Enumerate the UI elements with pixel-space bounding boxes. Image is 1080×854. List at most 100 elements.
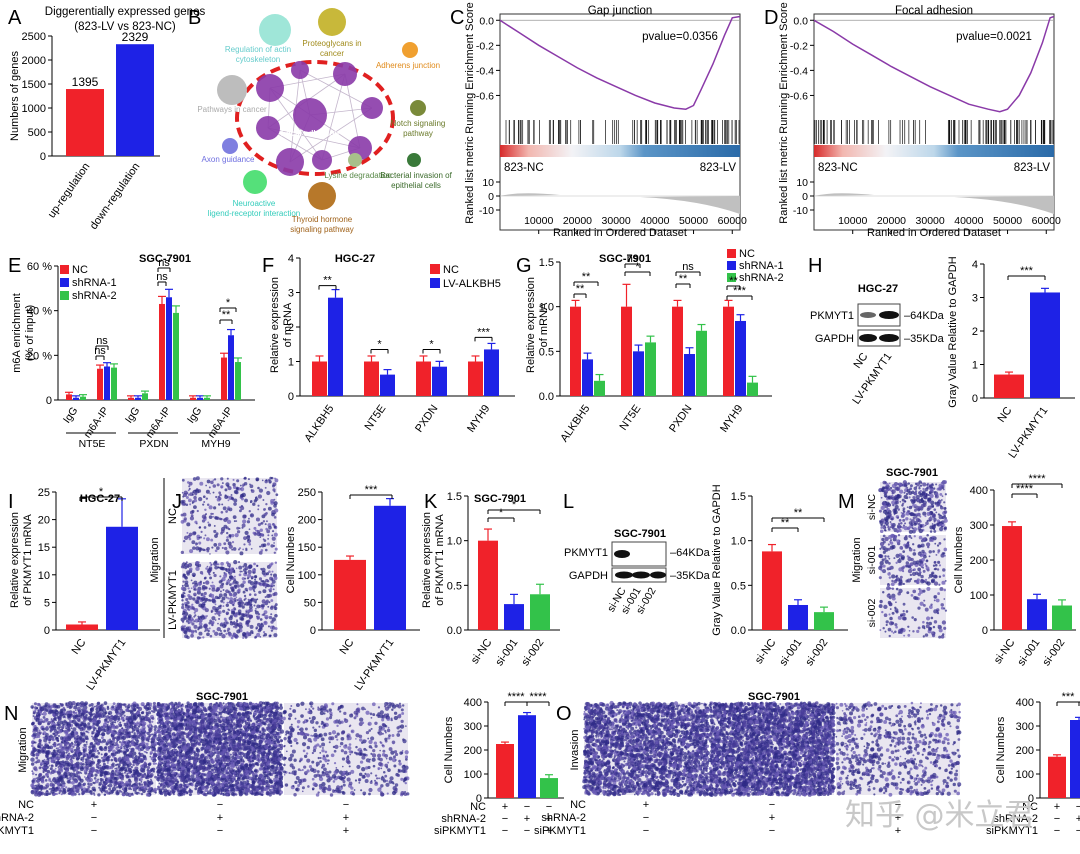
cell-dot (149, 751, 153, 755)
cell-dot (906, 506, 909, 508)
cell-dot (198, 497, 203, 502)
cell-dot (67, 787, 71, 792)
cell-dot (268, 593, 272, 598)
cell-dot (897, 533, 901, 537)
cell-dot (233, 571, 236, 574)
cell-dot (260, 549, 264, 552)
cell-dot (905, 517, 909, 521)
cell-dot (220, 562, 224, 566)
cell-dot (212, 479, 215, 481)
cell-dot (889, 545, 895, 550)
cell-dot (221, 582, 225, 586)
cell-dot (254, 635, 258, 639)
cell-dot (931, 631, 936, 636)
y-tick-label: 0 (40, 151, 46, 163)
x-tick-label: si-NC (753, 637, 779, 666)
cell-dot (901, 629, 904, 632)
cell-dot (879, 547, 882, 550)
bar-NC (312, 361, 327, 396)
cell-dot (192, 477, 197, 481)
bar-up-regulation (66, 89, 104, 156)
y-tick-label: 0 (982, 625, 988, 637)
y-tick-label: 300 (970, 520, 988, 532)
bar-NC (97, 368, 103, 400)
cell-dot (45, 751, 50, 756)
cell-dot (228, 616, 233, 621)
cell-dot (915, 580, 920, 585)
cell-dot (95, 713, 99, 717)
cell-dot (48, 778, 52, 782)
cell-dot (937, 513, 941, 516)
cell-dot (86, 787, 90, 792)
cell-dot (37, 792, 42, 797)
cell-dot (77, 766, 80, 770)
cell-dot (880, 526, 883, 529)
chart-title: Diggerentially expressed genes (45, 6, 206, 18)
cell-dot (214, 565, 219, 570)
cell-dot (258, 625, 261, 628)
cell-dot (904, 500, 907, 503)
cell-dot (193, 615, 196, 618)
cell-dot (134, 791, 138, 795)
cell-dot (111, 762, 115, 766)
cell-dot (108, 750, 111, 753)
cell-dot (91, 724, 95, 729)
cell-dot (96, 742, 100, 746)
y-axis-label: Gray Value Relative to GAPDH (947, 256, 959, 407)
cell-dot (132, 759, 137, 764)
cell-dot (132, 704, 137, 708)
cell-dot (238, 547, 242, 550)
cell-dot (88, 711, 92, 715)
sig-label: ns (158, 257, 170, 269)
legend-label: NC (72, 264, 88, 276)
cell-dot (203, 591, 207, 596)
cell-dot (235, 612, 238, 614)
cell-dot (218, 580, 223, 584)
x-tick-label: 60000 (718, 215, 747, 227)
cell-dot (268, 563, 273, 567)
cell-dot (228, 592, 232, 596)
cell-dot (50, 769, 56, 774)
cell-dot (226, 562, 231, 567)
cell-dot (195, 566, 200, 571)
cell-dot (223, 542, 227, 546)
cell-dot (944, 609, 948, 612)
cell-dot (223, 518, 225, 521)
cell-dot (936, 493, 939, 496)
bar-LV-ALKBH5 (432, 366, 447, 396)
cell-dot (234, 533, 239, 538)
cell-dot (71, 700, 76, 706)
cell-dot (223, 571, 226, 575)
cell-dot (152, 770, 156, 773)
cell-dot (49, 730, 52, 733)
cell-dot (237, 548, 240, 551)
cell-dot (938, 635, 942, 639)
cell-dot (232, 547, 237, 551)
cell-dot (910, 522, 914, 527)
cell-dot (224, 494, 227, 497)
blot-band (879, 311, 899, 319)
cell-dot (89, 742, 93, 746)
cell-dot (203, 526, 207, 529)
x-tick-label: m6A-IP (82, 405, 112, 441)
cell-dot (81, 702, 84, 706)
network-node (312, 150, 332, 170)
cell-dot (82, 763, 85, 766)
cell-dot (187, 489, 190, 492)
cell-dot (924, 515, 927, 518)
cell-dot (231, 589, 235, 593)
cell-dot (188, 481, 193, 486)
cell-dot (921, 557, 925, 562)
sig-label: ns (156, 271, 168, 283)
cell-dot (59, 764, 63, 768)
cell-dot (891, 500, 896, 505)
cell-dot (225, 550, 230, 555)
cell-dot (257, 504, 260, 507)
cell-dot (214, 603, 217, 606)
cell-dot (68, 719, 72, 723)
cell-dot (188, 487, 191, 490)
cell-dot (935, 511, 938, 514)
cell-dot (57, 758, 60, 761)
legend-label: shRNA-2 (72, 290, 117, 302)
cell-dot (50, 759, 55, 764)
